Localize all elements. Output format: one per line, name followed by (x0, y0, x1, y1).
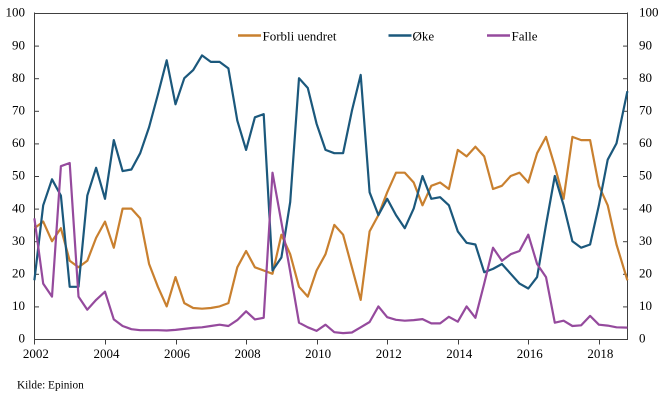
svg-text:30: 30 (639, 233, 652, 248)
svg-text:0: 0 (19, 331, 26, 346)
svg-text:2008: 2008 (235, 346, 261, 361)
svg-text:20: 20 (639, 266, 652, 281)
svg-text:90: 90 (12, 37, 25, 52)
svg-text:10: 10 (639, 298, 652, 313)
svg-text:Kilde: Epinion: Kilde: Epinion (17, 380, 84, 392)
svg-text:70: 70 (12, 103, 25, 118)
svg-text:2006: 2006 (164, 346, 191, 361)
svg-text:100: 100 (6, 5, 26, 20)
svg-text:2002: 2002 (23, 346, 49, 361)
svg-text:20: 20 (12, 266, 25, 281)
svg-text:2016: 2016 (517, 346, 544, 361)
svg-text:80: 80 (639, 70, 652, 85)
svg-text:30: 30 (12, 233, 25, 248)
svg-text:2014: 2014 (446, 346, 473, 361)
svg-text:10: 10 (12, 298, 25, 313)
svg-text:60: 60 (639, 135, 652, 150)
svg-text:Forbli uendret: Forbli uendret (263, 29, 337, 44)
svg-text:40: 40 (639, 200, 652, 215)
svg-text:70: 70 (639, 103, 652, 118)
svg-text:0: 0 (639, 331, 646, 346)
svg-text:2018: 2018 (587, 346, 613, 361)
svg-text:2004: 2004 (94, 346, 121, 361)
svg-text:50: 50 (639, 168, 652, 183)
svg-text:2012: 2012 (376, 346, 402, 361)
svg-text:2010: 2010 (305, 346, 331, 361)
svg-text:80: 80 (12, 70, 25, 85)
svg-text:Øke: Øke (413, 29, 435, 44)
svg-text:60: 60 (12, 135, 25, 150)
svg-text:90: 90 (639, 37, 652, 52)
svg-text:Falle: Falle (512, 29, 538, 44)
svg-text:100: 100 (639, 5, 659, 20)
svg-text:40: 40 (12, 200, 25, 215)
svg-text:50: 50 (12, 168, 25, 183)
